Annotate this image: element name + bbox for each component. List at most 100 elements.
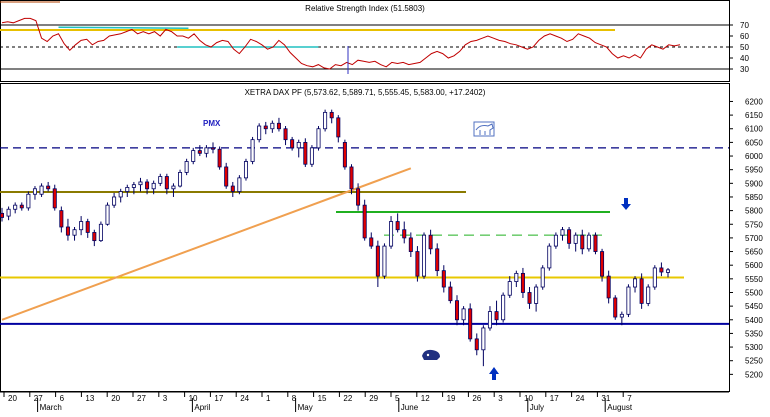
candle-body [547,245,552,269]
candle-body [606,275,611,299]
candle-body [204,147,209,154]
candle-body [296,141,301,149]
candle-body [303,141,308,165]
x-tick-label: 27 [137,394,146,403]
candle-body [184,161,189,173]
month-label: August [607,403,633,412]
rsi-ytick-label: 40 [740,54,749,63]
candle-body [52,188,57,209]
candle-body [415,251,420,277]
candle-body [468,308,473,340]
month-label: June [401,403,419,412]
x-tick-label: 5 [395,394,400,403]
month-label: April [194,403,210,412]
price-ytick-label: 5350 [745,329,763,338]
candle-body [197,150,202,154]
candle-body [501,294,506,321]
x-tick-label: 8 [292,394,297,403]
candle-body [105,204,110,225]
candle-body [230,185,235,192]
candle-body [560,229,565,236]
candle-body [158,176,163,184]
price-ytick-label: 5300 [745,343,763,352]
candle-body [428,234,433,250]
candle-body [600,251,605,277]
candle-body [613,297,618,318]
candle-body [46,185,51,190]
candle-body [389,221,394,247]
rsi-panel-frame [0,0,730,82]
candle-body [178,172,183,187]
candle-body [211,147,216,150]
candle-body [646,286,651,304]
month-label: July [530,403,544,412]
candle-body [65,226,70,236]
price-ytick-label: 5550 [745,275,763,284]
price-ytick-label: 5750 [745,220,763,229]
rsi-plot: 30 40 50 60 70 [0,1,749,74]
candle-body [639,278,644,304]
x-tick-label: 17 [550,394,559,403]
candle-body [593,234,598,252]
x-tick-label: 3 [498,394,503,403]
x-tick-label: 10 [189,394,198,403]
pmx-label: PMX [203,119,221,128]
price-ytick-label: 5700 [745,234,763,243]
candle-body [534,286,539,304]
candle-body [586,234,591,250]
price-ytick-label: 6050 [745,138,763,147]
rsi-title: Relative Strength Index (51.5803) [305,4,425,13]
price-plot: 5200 5250 5300 5350 5400 5450 5500 5550 5600 5650… [0,97,763,379]
candle-body [553,234,558,247]
candle-body [19,204,24,209]
candle-body [92,232,97,242]
candle-body [191,150,196,162]
candle-body [408,237,413,252]
x-tick-label: 6 [60,394,65,403]
candle-body [329,111,334,119]
candle-body [85,221,90,233]
candle-body [540,267,545,288]
candle-body [151,182,156,190]
candle-body [237,177,242,192]
candle-body [342,141,347,168]
rsi-series-line [1,17,681,70]
x-tick-label: 3 [163,394,168,403]
x-tick-label: 29 [369,394,378,403]
candle-body [323,111,328,130]
candle-body [580,234,585,250]
candle-body [257,125,262,141]
price-ytick-label: 5800 [745,207,763,216]
x-tick-label: 19 [447,394,456,403]
rsi-ytick-label: 70 [740,21,749,30]
x-axis: 20 27 6 13 20 27 3 10 17 24 1 8 15 22 29 5 12 19 26 3 10 17 24… [0,391,729,412]
x-tick-label: 27 [34,394,43,403]
x-tick-label: 24 [240,394,249,403]
candle-body [514,272,519,282]
candle-body [474,338,479,351]
candle-body [356,188,361,206]
candle-body [573,234,578,244]
down-arrow-icon [621,198,631,210]
candle-body [626,286,631,315]
price-ytick-label: 5200 [745,370,763,379]
price-ytick-label: 5400 [745,316,763,325]
bear-icon [422,349,440,360]
candle-body [98,223,103,242]
candle-body [316,128,321,149]
price-ytick-label: 5450 [745,302,763,311]
candle-body [520,272,525,293]
candle-body [652,267,657,288]
price-ytick-label: 5250 [745,357,763,366]
x-tick-label: 22 [343,394,352,403]
x-tick-label: 31 [601,394,610,403]
candle-body [349,166,354,190]
x-tick-label: 10 [524,394,533,403]
price-ytick-label: 5600 [745,261,763,270]
candle-body [619,313,624,318]
candle-body [375,245,380,277]
candle-body [567,229,572,244]
price-title: XETRA DAX PF (5,573.62, 5,589.71, 5,555.… [245,88,486,97]
